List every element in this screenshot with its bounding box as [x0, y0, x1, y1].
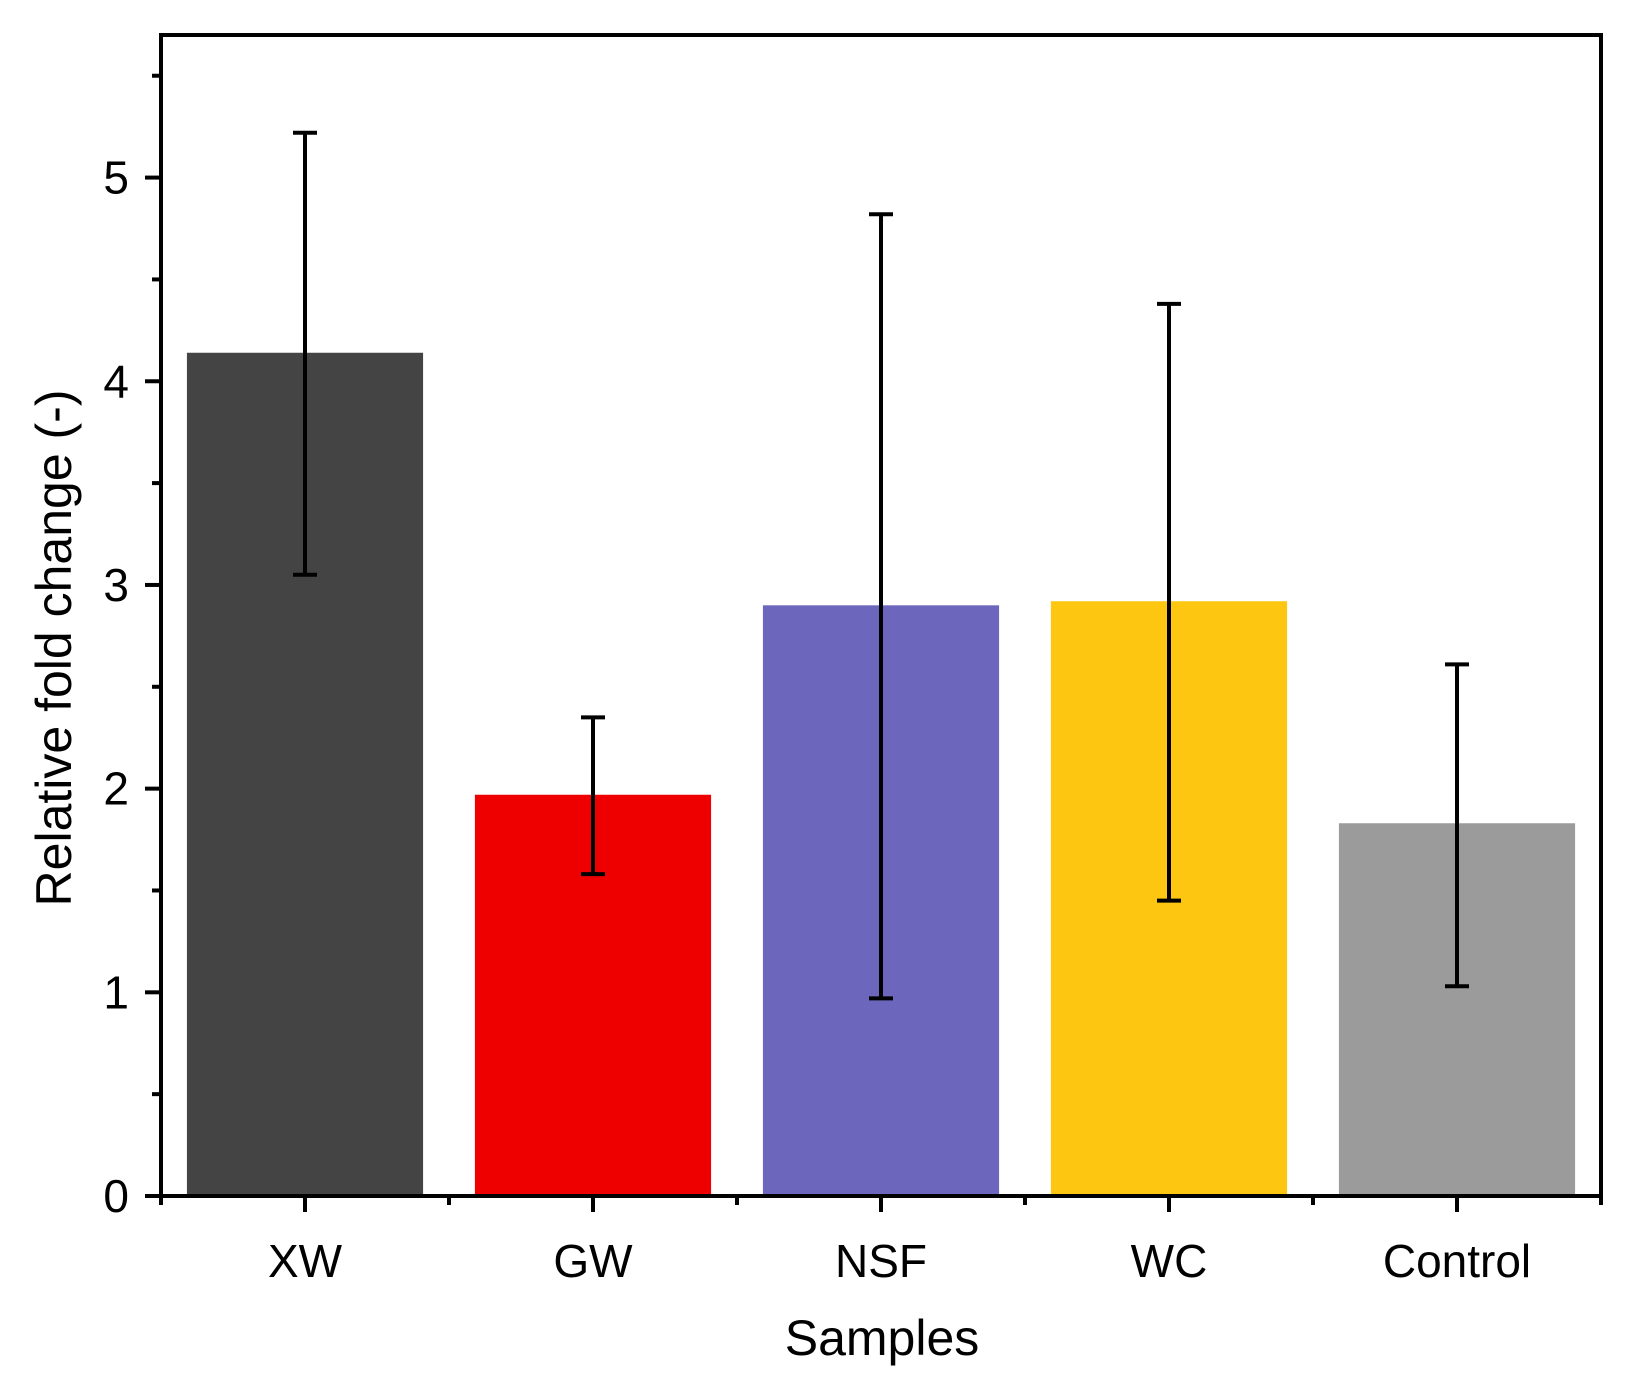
x-tick-label-gw: GW	[553, 1235, 633, 1287]
error-bar-wc	[1157, 301, 1181, 903]
x-tick-label-control: Control	[1383, 1235, 1531, 1287]
x-tick-label-wc: WC	[1131, 1235, 1208, 1287]
error-bar-gw	[581, 715, 605, 877]
error-bar-xw	[293, 130, 317, 577]
y-tick-label-3: 3	[103, 559, 129, 611]
error-bar-control	[1445, 662, 1469, 989]
y-tick-label-0: 0	[103, 1170, 129, 1222]
y-tick-label-2: 2	[103, 763, 129, 815]
x-tick-label-xw: XW	[268, 1235, 343, 1287]
x-axis-title: Samples	[785, 1310, 980, 1366]
y-tick-label-1: 1	[103, 966, 129, 1018]
plot-frame	[159, 33, 1603, 1198]
error-bars	[293, 130, 1469, 1001]
y-tick-label-5: 5	[103, 152, 129, 204]
tick-labels: XW GW NSF WC Control 0 1 2 3 4 5	[103, 152, 1531, 1287]
error-bar-nsf	[869, 212, 893, 1001]
x-tick-label-nsf: NSF	[835, 1235, 927, 1287]
y-axis-title: Relative fold change (-)	[26, 390, 82, 907]
y-tick-label-4: 4	[103, 355, 129, 407]
axes	[145, 33, 1603, 1212]
